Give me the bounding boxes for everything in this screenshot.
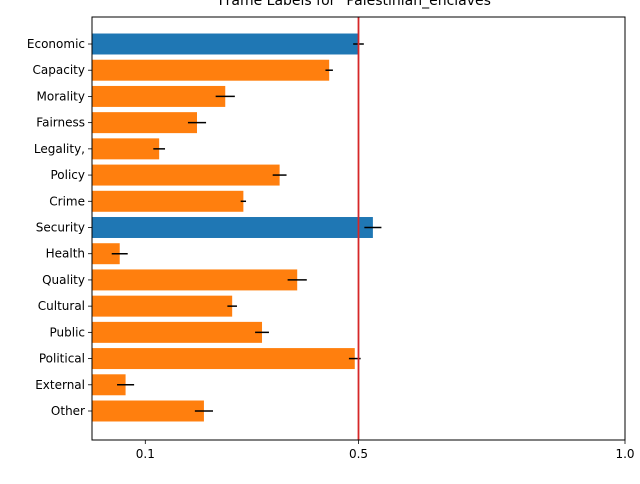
x-tick-label-2: 1.0 (615, 447, 634, 461)
y-axis-ticks: Economic Capacity Morality Fairness Legality… (27, 37, 92, 418)
bar-quality (92, 269, 298, 291)
bar-economic (92, 33, 359, 55)
bar-security (92, 217, 373, 238)
bar-legality (92, 138, 160, 160)
bar-political (92, 348, 355, 370)
y-tick-label-cultural: Cultural (38, 299, 85, 313)
x-axis-ticks: 0.1 0.5 1.0 (136, 440, 635, 461)
y-tick-label-health: Health (46, 247, 85, 261)
y-tick-label-political: Political (39, 352, 85, 366)
y-tick-label-security: Security (36, 221, 85, 235)
y-tick-label-morality: Morality (37, 89, 85, 103)
y-tick-label-policy: Policy (50, 168, 85, 182)
bar-capacity (92, 59, 330, 81)
chart-title: Frame Labels for "Palestinian_enclaves" (219, 0, 498, 9)
y-tick-label-capacity: Capacity (33, 63, 85, 77)
y-tick-label-external: External (35, 378, 85, 392)
y-tick-label-fairness: Fairness (36, 116, 85, 130)
bar-health (92, 243, 120, 265)
error-bars-layer (111, 43, 382, 412)
bar-morality (92, 85, 226, 107)
bar-other (92, 400, 204, 422)
plot-frame (91, 16, 626, 441)
bar-crime (92, 190, 244, 212)
bars-layer (92, 33, 373, 422)
y-tick-label-quality: Quality (42, 273, 85, 287)
y-tick-label-public: Public (49, 325, 85, 339)
bar-external (92, 374, 126, 396)
y-tick-label-other: Other (51, 404, 85, 418)
bar-policy (92, 164, 280, 186)
bar-public (92, 321, 263, 343)
bar-cultural (92, 295, 233, 317)
x-tick-label-1: 0.5 (349, 447, 368, 461)
x-tick-label-0: 0.1 (136, 447, 155, 461)
y-tick-label-crime: Crime (49, 194, 85, 208)
bar-fairness (92, 112, 198, 134)
y-tick-label-economic: Economic (27, 37, 85, 51)
y-tick-label-legality: Legality, (34, 142, 85, 156)
